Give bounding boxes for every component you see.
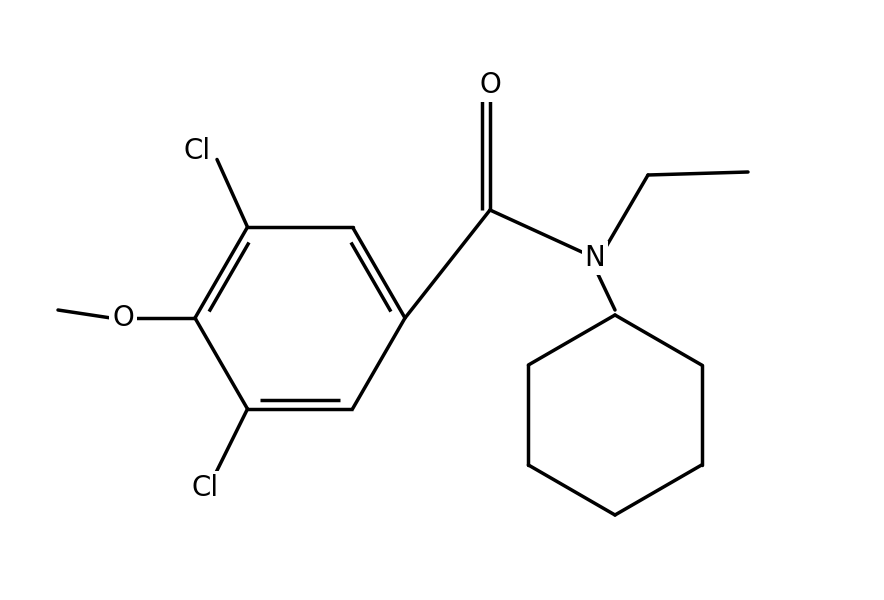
Text: O: O <box>112 304 133 332</box>
Text: Cl: Cl <box>192 473 218 502</box>
Text: O: O <box>479 71 501 99</box>
Text: Cl: Cl <box>184 137 210 166</box>
Text: N: N <box>584 244 606 272</box>
